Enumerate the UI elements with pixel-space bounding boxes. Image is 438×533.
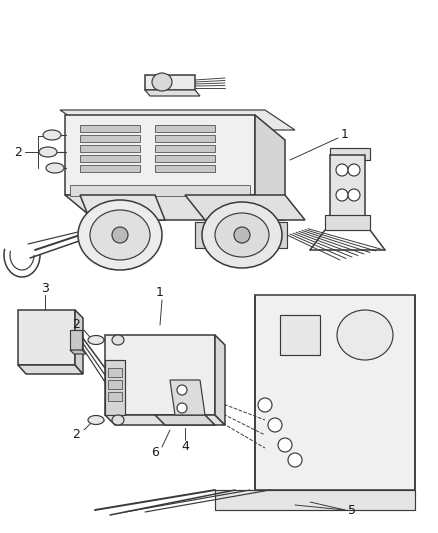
- Ellipse shape: [336, 164, 348, 176]
- Ellipse shape: [90, 210, 150, 260]
- Polygon shape: [255, 295, 415, 490]
- Polygon shape: [80, 155, 140, 162]
- Polygon shape: [70, 185, 250, 196]
- Polygon shape: [18, 365, 83, 374]
- Polygon shape: [80, 125, 140, 132]
- Polygon shape: [105, 335, 215, 415]
- Ellipse shape: [288, 453, 302, 467]
- Ellipse shape: [43, 130, 61, 140]
- Polygon shape: [108, 392, 122, 401]
- Ellipse shape: [46, 163, 64, 173]
- Polygon shape: [80, 195, 165, 220]
- Polygon shape: [215, 490, 415, 510]
- Polygon shape: [195, 222, 207, 248]
- Polygon shape: [155, 165, 215, 172]
- Polygon shape: [145, 75, 195, 90]
- Polygon shape: [18, 310, 75, 365]
- Polygon shape: [143, 222, 153, 248]
- Polygon shape: [80, 165, 140, 172]
- Ellipse shape: [112, 335, 124, 345]
- Polygon shape: [105, 415, 225, 425]
- Polygon shape: [108, 368, 122, 377]
- Ellipse shape: [215, 213, 269, 257]
- Text: 1: 1: [341, 128, 349, 141]
- Ellipse shape: [348, 189, 360, 201]
- Ellipse shape: [112, 227, 128, 243]
- Polygon shape: [275, 222, 287, 248]
- Text: 5: 5: [348, 504, 356, 516]
- Polygon shape: [255, 115, 285, 220]
- Polygon shape: [65, 115, 255, 195]
- Ellipse shape: [39, 147, 57, 157]
- Ellipse shape: [78, 200, 162, 270]
- Ellipse shape: [278, 438, 292, 452]
- Text: 2: 2: [72, 319, 80, 332]
- Polygon shape: [80, 145, 140, 152]
- Polygon shape: [215, 335, 225, 425]
- Polygon shape: [155, 415, 215, 425]
- Ellipse shape: [112, 415, 124, 425]
- Polygon shape: [155, 155, 215, 162]
- Polygon shape: [330, 155, 365, 225]
- Polygon shape: [155, 125, 215, 132]
- Polygon shape: [105, 360, 125, 415]
- Polygon shape: [155, 145, 215, 152]
- Ellipse shape: [177, 403, 187, 413]
- Polygon shape: [155, 135, 215, 142]
- Polygon shape: [75, 310, 83, 374]
- Polygon shape: [145, 90, 200, 96]
- Polygon shape: [170, 380, 205, 415]
- Polygon shape: [325, 215, 370, 230]
- Polygon shape: [330, 148, 370, 160]
- Ellipse shape: [177, 385, 187, 395]
- Ellipse shape: [348, 164, 360, 176]
- Polygon shape: [80, 135, 140, 142]
- Ellipse shape: [268, 418, 282, 432]
- Text: 4: 4: [181, 440, 189, 454]
- Polygon shape: [108, 380, 122, 389]
- Ellipse shape: [88, 335, 104, 344]
- Ellipse shape: [337, 310, 393, 360]
- Polygon shape: [185, 195, 305, 220]
- Polygon shape: [60, 110, 295, 130]
- Ellipse shape: [234, 227, 250, 243]
- Polygon shape: [85, 222, 95, 248]
- Ellipse shape: [202, 202, 282, 268]
- Text: 2: 2: [72, 429, 80, 441]
- Ellipse shape: [152, 73, 172, 91]
- Polygon shape: [65, 195, 285, 220]
- Text: 1: 1: [156, 286, 164, 298]
- Polygon shape: [70, 350, 86, 354]
- Ellipse shape: [336, 189, 348, 201]
- Text: 2: 2: [14, 146, 22, 158]
- Text: 6: 6: [151, 446, 159, 458]
- Polygon shape: [280, 315, 320, 355]
- Ellipse shape: [88, 416, 104, 424]
- Polygon shape: [70, 330, 82, 350]
- Text: 3: 3: [41, 281, 49, 295]
- Ellipse shape: [258, 398, 272, 412]
